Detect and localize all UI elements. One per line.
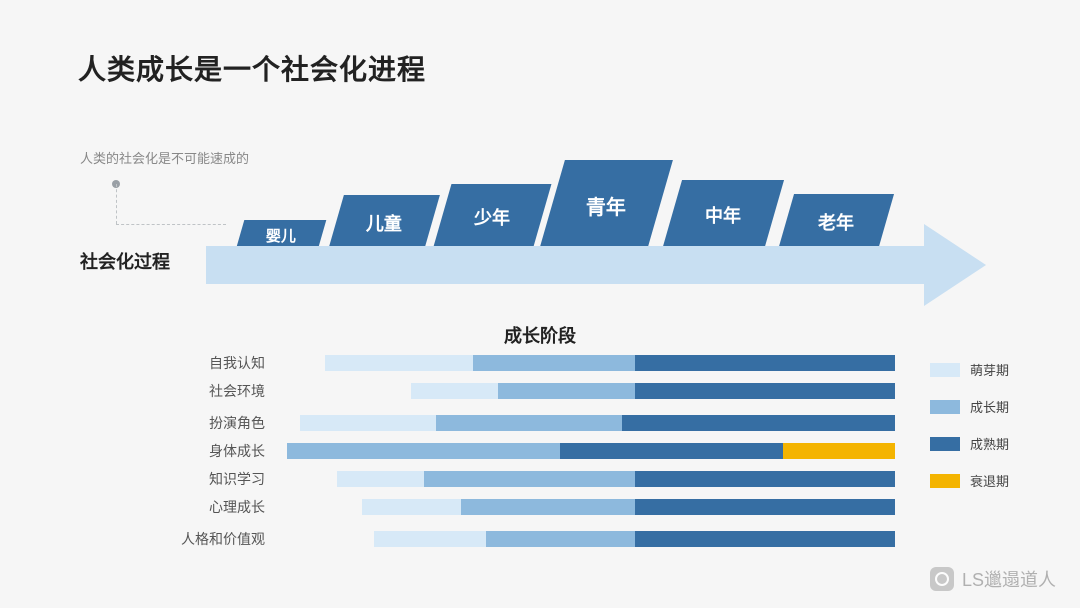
bar-label: 心理成长 (135, 497, 275, 517)
legend-item: 萌芽期 (930, 360, 1040, 379)
bar-track (275, 499, 895, 515)
bar-track (275, 383, 895, 399)
bar-track (275, 355, 895, 371)
bar-row: 知识学习 (135, 468, 895, 490)
bar-segment (635, 355, 895, 371)
bar-track (275, 443, 895, 459)
bar-segment (635, 471, 895, 487)
stage-label: 老年 (818, 209, 854, 235)
bar-segment (411, 383, 498, 399)
bar-label: 人格和价值观 (135, 529, 275, 549)
bar-segment (622, 415, 895, 431)
bar-label: 自我认知 (135, 353, 275, 373)
note-leader-1 (116, 184, 118, 224)
watermark: LS邋遢道人 (930, 566, 1056, 592)
legend-swatch (930, 474, 960, 488)
bar-track (275, 415, 895, 431)
bar-row: 人格和价值观 (135, 528, 895, 550)
bar-segment (461, 499, 635, 515)
legend-label: 萌芽期 (970, 360, 1009, 379)
stage-label: 中年 (705, 202, 741, 228)
legend-item: 成长期 (930, 397, 1040, 416)
bar-segment (635, 383, 895, 399)
stage-label: 儿童 (366, 210, 402, 236)
bar-segment (560, 443, 783, 459)
bar-row: 身体成长 (135, 440, 895, 462)
legend-swatch (930, 363, 960, 377)
bar-segment (783, 443, 895, 459)
bar-segment (424, 471, 635, 487)
legend-item: 衰退期 (930, 471, 1040, 490)
bar-segment (287, 443, 560, 459)
bars-title: 成长阶段 (0, 322, 1080, 348)
bar-segment (486, 531, 635, 547)
bar-row: 扮演角色 (135, 412, 895, 434)
stage-label: 少年 (474, 204, 510, 230)
life-stages: 婴儿儿童少年青年中年老年 (206, 150, 926, 250)
bar-segment (300, 415, 436, 431)
bar-segment (436, 415, 622, 431)
legend-swatch (930, 437, 960, 451)
arrow-shaft (206, 246, 926, 284)
legend-label: 成长期 (970, 397, 1009, 416)
wechat-icon (930, 567, 954, 591)
bar-row: 心理成长 (135, 496, 895, 518)
bar-segment (362, 499, 461, 515)
bar-label: 社会环境 (135, 381, 275, 401)
legend-label: 成熟期 (970, 434, 1009, 453)
arrow-head-icon (924, 224, 986, 306)
bar-segment (498, 383, 634, 399)
bar-label: 扮演角色 (135, 413, 275, 433)
arrow-label: 社会化过程 (80, 248, 170, 274)
process-arrow (206, 236, 986, 320)
bar-segment (635, 499, 895, 515)
legend-item: 成熟期 (930, 434, 1040, 453)
bar-track (275, 531, 895, 547)
bar-segment (473, 355, 634, 371)
watermark-text: LS邋遢道人 (962, 566, 1056, 592)
bar-segment (337, 471, 424, 487)
legend-swatch (930, 400, 960, 414)
legend: 萌芽期成长期成熟期衰退期 (930, 360, 1040, 508)
legend-label: 衰退期 (970, 471, 1009, 490)
bar-segment (635, 531, 895, 547)
bar-row: 社会环境 (135, 380, 895, 402)
bar-track (275, 471, 895, 487)
bar-label: 身体成长 (135, 441, 275, 461)
growth-bars: 自我认知社会环境扮演角色身体成长知识学习心理成长人格和价值观 (135, 352, 895, 556)
stage-label: 青年 (586, 191, 626, 220)
bar-label: 知识学习 (135, 469, 275, 489)
bar-segment (325, 355, 474, 371)
bar-segment (374, 531, 486, 547)
slide: 人类成长是一个社会化进程 人类的社会化是不可能速成的 社会化过程 婴儿儿童少年青… (0, 0, 1080, 608)
page-title: 人类成长是一个社会化进程 (78, 48, 426, 88)
bar-row: 自我认知 (135, 352, 895, 374)
